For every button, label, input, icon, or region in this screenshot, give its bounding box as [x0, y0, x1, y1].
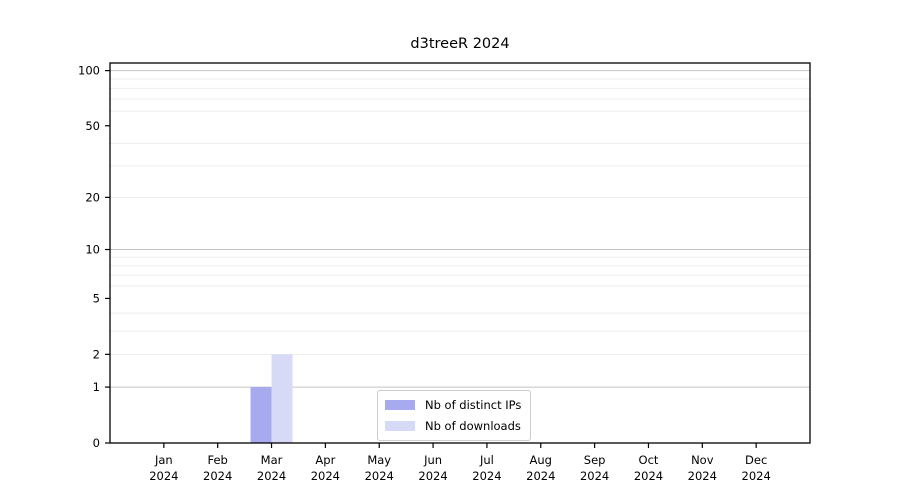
y-tick-label: 100	[78, 64, 100, 78]
x-tick-label-year: 2024	[580, 469, 609, 483]
y-tick-label: 10	[85, 243, 100, 257]
y-tick-label: 20	[85, 190, 100, 204]
x-tick-label-year: 2024	[257, 469, 286, 483]
x-tick-label-year: 2024	[472, 469, 501, 483]
bar-nb-of-distinct-ips-mar	[250, 387, 272, 443]
plot-border	[109, 62, 811, 444]
legend-label-downloads: Nb of downloads	[425, 419, 521, 433]
x-tick-label-month: Jul	[479, 453, 494, 467]
x-tick-label-month: Jan	[154, 453, 173, 467]
y-tick-label: 2	[93, 347, 100, 361]
x-tick-label-month: Dec	[745, 453, 767, 467]
x-tick-label-year: 2024	[365, 469, 394, 483]
x-tick-label-month: Apr	[315, 453, 335, 467]
chart-title: d3treeR 2024	[410, 36, 510, 52]
x-tick-label-month: Feb	[208, 453, 228, 467]
legend-swatch-downloads	[385, 421, 415, 431]
bar-nb-of-downloads-mar	[271, 354, 293, 443]
x-tick-label-month: Oct	[639, 453, 659, 467]
legend-swatch-distinct-ips	[385, 400, 415, 410]
y-tick-label: 5	[93, 291, 100, 305]
x-tick-label-year: 2024	[688, 469, 717, 483]
x-tick-label-month: Nov	[691, 453, 714, 467]
x-tick-label-month: Sep	[584, 453, 606, 467]
y-tick-label: 50	[85, 119, 100, 133]
x-tick-label-year: 2024	[149, 469, 178, 483]
x-tick-label-month: May	[367, 453, 391, 467]
x-tick-label-year: 2024	[418, 469, 447, 483]
y-tick-label: 0	[93, 436, 100, 450]
x-tick-label-year: 2024	[203, 469, 232, 483]
y-tick-label: 1	[93, 380, 100, 394]
legend-item-downloads: Nb of downloads	[385, 419, 521, 433]
x-tick-label-year: 2024	[526, 469, 555, 483]
x-tick-label-year: 2024	[742, 469, 771, 483]
x-tick-label-month: Jun	[423, 453, 442, 467]
x-tick-label-month: Aug	[530, 453, 552, 467]
x-tick-label-year: 2024	[634, 469, 663, 483]
legend-label-distinct-ips: Nb of distinct IPs	[425, 398, 522, 412]
legend-item-distinct-ips: Nb of distinct IPs	[385, 398, 521, 412]
legend: Nb of distinct IPs Nb of downloads	[377, 390, 532, 441]
x-tick-label-year: 2024	[311, 469, 340, 483]
x-tick-label-month: Mar	[261, 453, 283, 467]
